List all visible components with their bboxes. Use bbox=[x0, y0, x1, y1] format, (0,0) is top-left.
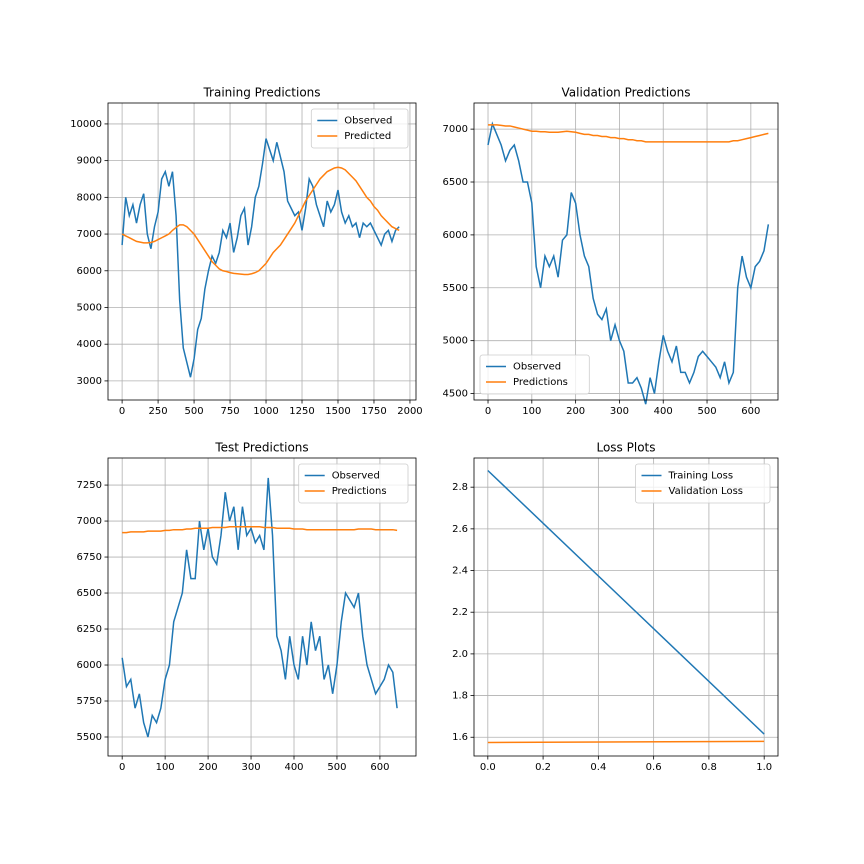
subplot: 0 100 200 300 400 500 600 4500 5000 5500 6000 6500 7… bbox=[443, 86, 779, 417]
series-line bbox=[487, 469, 765, 735]
legend-label: Observed bbox=[344, 116, 392, 127]
axes-frame bbox=[107, 457, 417, 757]
chart-title: Validation Predictions bbox=[562, 86, 691, 100]
legend-label: Predictions bbox=[332, 486, 387, 497]
legend: Observed Predictions bbox=[479, 354, 590, 395]
x-tick-label: 0.4 bbox=[590, 762, 606, 773]
legend-box bbox=[635, 463, 771, 504]
y-tick-label: 6000 bbox=[77, 266, 102, 277]
y-tick-label: 5500 bbox=[77, 732, 102, 743]
y-tick-label: 6750 bbox=[77, 552, 102, 563]
legend-label: Predicted bbox=[344, 131, 391, 142]
x-tick-label: 0 bbox=[119, 406, 125, 417]
plot-area bbox=[108, 103, 416, 400]
x-tick-label: 0.6 bbox=[646, 762, 662, 773]
x-tick-label: 500 bbox=[327, 762, 346, 773]
legend: Training Loss Validation Loss bbox=[635, 463, 771, 504]
y-tick-label: 9000 bbox=[77, 156, 102, 167]
y-tick-label: 5000 bbox=[77, 302, 102, 313]
x-tick-label: 1250 bbox=[289, 406, 314, 417]
y-tick-label: 7000 bbox=[443, 124, 468, 135]
y-tick-label: 2.0 bbox=[452, 649, 468, 660]
x-tick-label: 200 bbox=[566, 406, 585, 417]
x-tick-label: 500 bbox=[697, 406, 716, 417]
legend-label: Predictions bbox=[513, 377, 568, 388]
legend-box bbox=[310, 108, 409, 149]
x-tick-label: 0.2 bbox=[535, 762, 551, 773]
legend-label: Training Loss bbox=[668, 471, 734, 482]
x-tick-label: 1500 bbox=[325, 406, 350, 417]
x-tick-label: 0 bbox=[119, 762, 125, 773]
x-tick-label: 0 bbox=[485, 406, 491, 417]
series-line bbox=[487, 740, 765, 744]
y-tick-label: 8000 bbox=[77, 192, 102, 203]
subplot: 0.0 0.2 0.4 0.6 0.8 1.0 1.6 1.8 2.0 2.2 2.4 2.6 2.8 L… bbox=[452, 441, 779, 773]
x-tick-label: 300 bbox=[610, 406, 629, 417]
x-tick-label: 100 bbox=[522, 406, 541, 417]
x-tick-label: 300 bbox=[241, 762, 260, 773]
x-tick-label: 200 bbox=[199, 762, 218, 773]
axes-frame bbox=[473, 457, 779, 757]
y-tick-label: 5500 bbox=[443, 283, 468, 294]
y-tick-label: 6500 bbox=[443, 177, 468, 188]
x-tick-label: 0.8 bbox=[701, 762, 717, 773]
y-tick-label: 1.8 bbox=[452, 691, 468, 702]
y-tick-label: 6250 bbox=[77, 624, 102, 635]
x-tick-label: 500 bbox=[185, 406, 204, 417]
plot-area bbox=[474, 103, 778, 400]
legend: Observed Predictions bbox=[298, 463, 409, 504]
series-line bbox=[488, 124, 769, 143]
legend-label: Validation Loss bbox=[669, 486, 744, 497]
x-tick-label: 1750 bbox=[361, 406, 386, 417]
y-tick-label: 1.6 bbox=[452, 732, 468, 743]
y-tick-label: 4000 bbox=[77, 339, 102, 350]
series-line bbox=[121, 477, 398, 738]
series-line bbox=[121, 138, 400, 378]
subplot: 0 250 500 750 1000 1250 1500 1750 2000 3000 4000 50… bbox=[70, 86, 422, 418]
x-tick-label: 1.0 bbox=[756, 762, 772, 773]
x-tick-label: 600 bbox=[741, 406, 760, 417]
legend-label: Observed bbox=[332, 471, 380, 482]
y-tick-label: 10000 bbox=[70, 119, 102, 130]
x-tick-label: 600 bbox=[370, 762, 389, 773]
y-tick-label: 7000 bbox=[77, 229, 102, 240]
y-tick-label: 6500 bbox=[77, 588, 102, 599]
plot-area bbox=[474, 458, 778, 756]
legend-box bbox=[479, 354, 590, 395]
y-tick-label: 6000 bbox=[443, 230, 468, 241]
chart-title: Training Predictions bbox=[202, 86, 320, 100]
y-tick-label: 2.4 bbox=[452, 566, 468, 577]
series-line bbox=[121, 166, 400, 276]
y-tick-label: 7000 bbox=[77, 516, 102, 527]
x-tick-label: 400 bbox=[654, 406, 673, 417]
axes-frame bbox=[473, 102, 779, 401]
x-tick-label: 250 bbox=[149, 406, 168, 417]
y-tick-label: 2.2 bbox=[452, 607, 468, 618]
y-tick-label: 3000 bbox=[77, 376, 102, 387]
y-tick-label: 5000 bbox=[443, 336, 468, 347]
series-line bbox=[487, 121, 770, 405]
y-tick-label: 5750 bbox=[77, 696, 102, 707]
x-tick-label: 750 bbox=[221, 406, 240, 417]
plot-area bbox=[108, 458, 416, 756]
legend-box bbox=[298, 463, 409, 504]
y-tick-label: 2.8 bbox=[452, 482, 468, 493]
y-tick-label: 6000 bbox=[77, 660, 102, 671]
chart-title: Test Predictions bbox=[214, 441, 308, 455]
y-tick-label: 2.6 bbox=[452, 524, 468, 535]
y-tick-label: 7250 bbox=[77, 480, 102, 491]
axes-frame bbox=[107, 102, 417, 401]
legend-label: Observed bbox=[513, 362, 561, 373]
x-tick-label: 2000 bbox=[397, 406, 422, 417]
legend: Observed Predicted bbox=[310, 108, 409, 149]
x-tick-label: 1000 bbox=[253, 406, 278, 417]
y-tick-label: 4500 bbox=[443, 389, 468, 400]
x-tick-label: 400 bbox=[284, 762, 303, 773]
x-tick-label: 100 bbox=[156, 762, 175, 773]
x-tick-label: 0.0 bbox=[480, 762, 496, 773]
chart-title: Loss Plots bbox=[596, 441, 655, 455]
subplot: 0 100 200 300 400 500 600 5500 5750 6000 6250 6500 6… bbox=[77, 441, 417, 773]
series-line bbox=[122, 526, 398, 534]
